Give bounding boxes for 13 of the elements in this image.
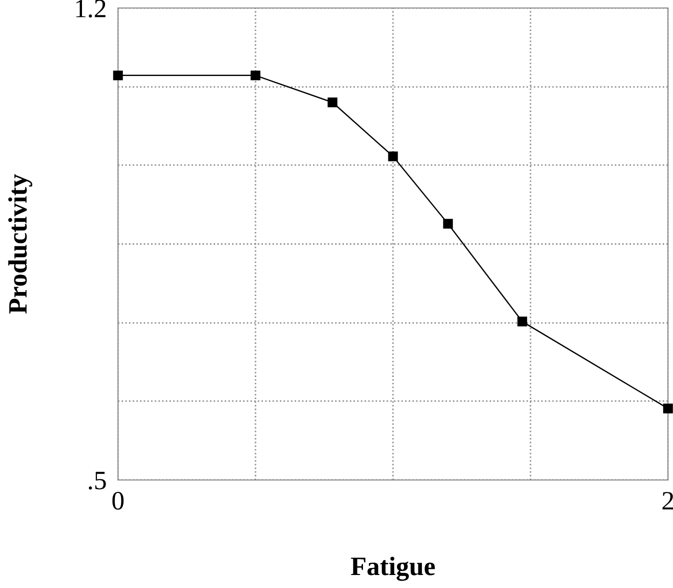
point	[443, 218, 453, 229]
y-tick-label: .5	[88, 472, 106, 490]
x-tick-label: 0	[112, 492, 124, 510]
point	[517, 316, 528, 326]
point	[328, 98, 338, 108]
y-axis-title: Productivity	[8, 174, 32, 314]
point	[113, 70, 123, 80]
point	[663, 404, 673, 414]
point	[250, 70, 260, 80]
x-tick-label: 2	[662, 492, 673, 510]
x-axis-title: Fatigue	[350, 556, 435, 581]
point	[388, 151, 398, 162]
y-tick-label: 1.2	[76, 0, 106, 18]
